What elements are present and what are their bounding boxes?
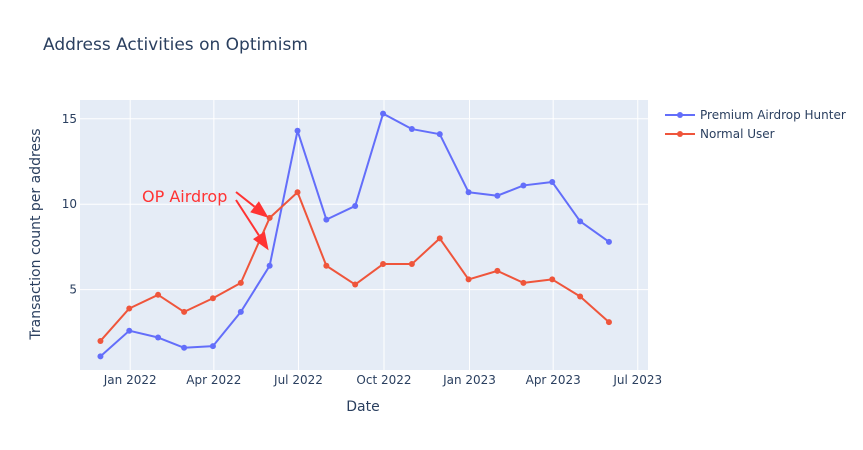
data-point [209, 343, 216, 350]
data-point [605, 319, 612, 326]
chart-title: Address Activities on Optimism [43, 35, 308, 55]
plot-background [80, 100, 648, 370]
data-point [494, 267, 501, 274]
data-point [294, 127, 301, 134]
data-point [549, 179, 556, 186]
data-point [520, 182, 527, 189]
series-layer [97, 110, 612, 360]
x-tick-label: Jul 2022 [273, 373, 323, 387]
legend-item[interactable]: Premium Airdrop Hunter [665, 108, 846, 122]
data-point [126, 305, 133, 312]
x-axis-ticks: Jan 2022 Apr 2022 Jul 2022 Oct 2022 Jan 2023… [103, 373, 662, 387]
x-tick-label: Apr 2022 [186, 373, 241, 387]
data-point [323, 216, 330, 223]
data-point [380, 110, 387, 117]
data-point [155, 334, 162, 341]
data-point [323, 262, 330, 269]
data-point [209, 295, 216, 302]
annotation-text: OP Airdrop [142, 187, 227, 206]
data-point [181, 308, 188, 315]
annotation-arrow-shaft [235, 199, 260, 236]
data-point [549, 276, 556, 283]
annotation-arrowhead [252, 231, 269, 251]
legend[interactable]: Premium Airdrop Hunter Normal User [665, 108, 846, 141]
data-point [266, 214, 273, 221]
data-point [408, 261, 415, 268]
annotation-layer: OP Airdrop [142, 187, 269, 251]
data-point [494, 192, 501, 199]
data-point [436, 235, 443, 242]
grid-lines [80, 100, 648, 370]
x-axis-title: Date [346, 399, 379, 415]
data-point [352, 281, 359, 288]
y-axis-title: Transaction count per address [28, 128, 44, 340]
data-point [380, 261, 387, 268]
data-point [266, 262, 273, 269]
data-point [408, 126, 415, 133]
data-point [436, 131, 443, 138]
data-point [97, 353, 104, 360]
y-axis-ticks: 5 10 15 [62, 112, 77, 297]
x-tick-label: Oct 2022 [356, 373, 411, 387]
legend-label: Premium Airdrop Hunter [700, 108, 846, 122]
data-point [155, 291, 162, 298]
annotation-arrow-shaft [235, 191, 256, 208]
x-tick-label: Jan 2023 [442, 373, 496, 387]
data-point [577, 218, 584, 225]
legend-swatch-marker [677, 112, 683, 118]
data-point [465, 189, 472, 196]
x-tick-label: Apr 2023 [526, 373, 581, 387]
legend-swatch-marker [677, 131, 683, 137]
data-point [577, 293, 584, 300]
y-tick-label: 15 [62, 112, 77, 126]
data-point [294, 189, 301, 196]
data-point [520, 279, 527, 286]
data-point [126, 327, 133, 334]
x-tick-label: Jan 2022 [103, 373, 157, 387]
y-tick-label: 10 [62, 197, 77, 211]
data-point [465, 276, 472, 283]
x-tick-label: Jul 2023 [612, 373, 662, 387]
legend-item[interactable]: Normal User [665, 127, 775, 141]
data-point [237, 308, 244, 315]
data-point [237, 279, 244, 286]
annotation-arrowhead [250, 201, 269, 218]
data-point [605, 238, 612, 245]
y-tick-label: 5 [69, 283, 77, 297]
data-point [97, 337, 104, 344]
data-point [181, 344, 188, 351]
legend-label: Normal User [700, 127, 775, 141]
data-point [352, 202, 359, 209]
